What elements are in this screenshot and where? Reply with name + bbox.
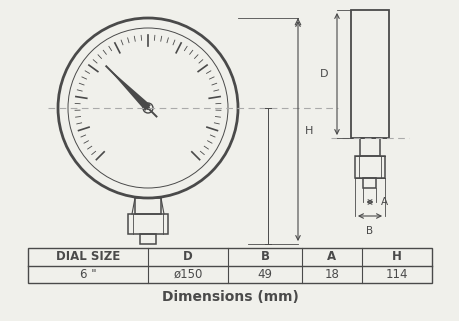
Text: 6 ": 6 ": [79, 268, 96, 281]
Bar: [350, 10, 388, 138]
Bar: [28, 248, 431, 283]
Text: A: A: [380, 197, 387, 207]
Text: B: B: [366, 226, 373, 236]
Bar: [363, 178, 375, 188]
Bar: [140, 234, 156, 244]
Text: B: B: [260, 250, 269, 263]
Bar: [128, 214, 168, 234]
Polygon shape: [106, 66, 151, 111]
Text: H: H: [391, 250, 401, 263]
Text: 18: 18: [324, 268, 339, 281]
Text: Dimensions (mm): Dimensions (mm): [161, 290, 298, 304]
Text: D: D: [319, 69, 327, 79]
Bar: [354, 156, 384, 178]
Text: ø150: ø150: [173, 268, 202, 281]
Text: D: D: [183, 250, 192, 263]
Bar: [359, 138, 379, 156]
Text: DIAL SIZE: DIAL SIZE: [56, 250, 120, 263]
Bar: [134, 198, 161, 214]
Text: A: A: [327, 250, 336, 263]
Text: 114: 114: [385, 268, 408, 281]
Text: 49: 49: [257, 268, 272, 281]
Circle shape: [146, 106, 150, 110]
Text: H: H: [304, 126, 313, 136]
